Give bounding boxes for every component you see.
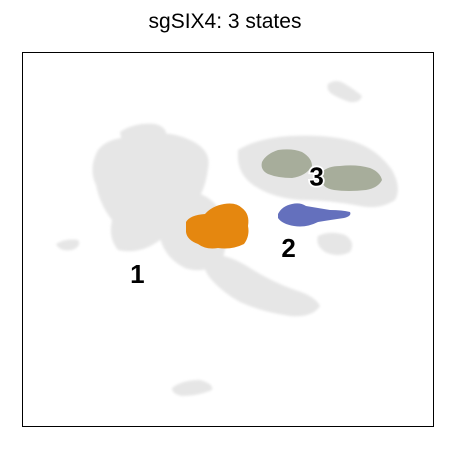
state-label-2: 2 bbox=[281, 233, 295, 263]
state-label-3: 3 bbox=[309, 161, 323, 191]
state-label-1: 1 bbox=[130, 259, 144, 289]
